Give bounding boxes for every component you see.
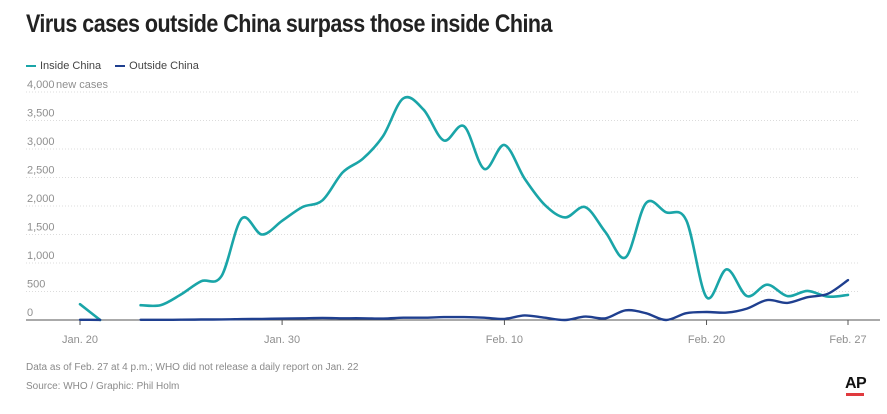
y-tick-label: 2,000 (27, 193, 55, 205)
data-note: Data as of Feb. 27 at 4 p.m.; WHO did no… (26, 362, 359, 373)
source-note: Source: WHO / Graphic: Phil Holm (26, 381, 180, 392)
y-tick-label: 3,500 (27, 108, 55, 120)
legend-label-outside-china: Outside China (129, 60, 199, 72)
y-tick-label: 500 (27, 279, 45, 291)
legend-item-outside-china: Outside China (115, 60, 199, 72)
line-chart: 0 500 1,000 1,500 2,000 2,500 3,000 3,500 4,000 n… (26, 80, 880, 346)
y-tick-label: 0 (27, 307, 33, 319)
legend-swatch-outside-china (115, 65, 126, 67)
y-tick-label: 4,000 (27, 80, 55, 91)
y-tick-label: 2,500 (27, 165, 55, 177)
y-tick-label: 1,500 (27, 222, 55, 234)
x-tick-label: Feb. 20 (688, 334, 725, 346)
x-tick-label: Feb. 10 (486, 334, 523, 346)
ap-logo: AP (845, 375, 867, 392)
y-tick-label: 1,000 (27, 250, 55, 262)
x-tick-label: Feb. 27 (829, 334, 866, 346)
series-line-inside-china (139, 95, 850, 308)
x-tick-label: Jan. 30 (264, 334, 300, 346)
legend-item-inside-china: Inside China (26, 60, 101, 72)
series-line-inside-china (78, 302, 102, 322)
x-tick-label: Jan. 20 (62, 334, 98, 346)
legend-label-inside-china: Inside China (40, 60, 102, 72)
legend: Inside China Outside China (26, 60, 199, 72)
chart-title: Virus cases outside China surpass those … (26, 10, 552, 38)
ap-logo-bar (846, 393, 864, 396)
legend-swatch-inside-china (26, 65, 36, 67)
y-unit-label: new cases (56, 80, 108, 91)
series-line-outside-china (139, 278, 850, 322)
y-tick-label: 3,000 (27, 136, 55, 148)
